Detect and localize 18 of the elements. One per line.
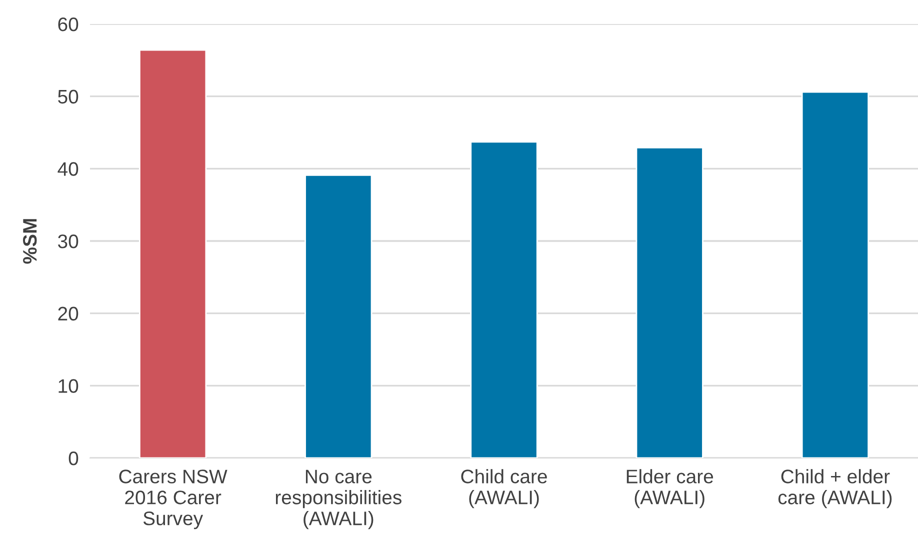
- y-tick-label: 10: [58, 379, 78, 393]
- x-tick-label: Child care (AWALI): [461, 469, 547, 508]
- y-tick-label: 50: [58, 90, 78, 104]
- bar: [138, 49, 207, 458]
- y-tick-label: 30: [58, 234, 78, 248]
- y-tick-label: 20: [58, 306, 78, 321]
- x-tick-label: Child + elder care (AWALI): [778, 469, 892, 508]
- x-tick-label: Carers NSW 2016 Carer Survey: [119, 470, 228, 530]
- bar: [304, 174, 372, 458]
- bar: [470, 141, 538, 458]
- y-tick-label: 60: [58, 17, 78, 32]
- x-tick-label: Elder care (AWALI): [626, 469, 714, 508]
- x-tick-label: No care responsibilities (AWALI): [276, 470, 402, 530]
- y-tick-label: 40: [58, 162, 78, 176]
- bar: [801, 91, 870, 458]
- y-axis-title: %SM: [22, 219, 37, 264]
- bar: [636, 146, 704, 458]
- y-tick-label: 0: [68, 451, 78, 466]
